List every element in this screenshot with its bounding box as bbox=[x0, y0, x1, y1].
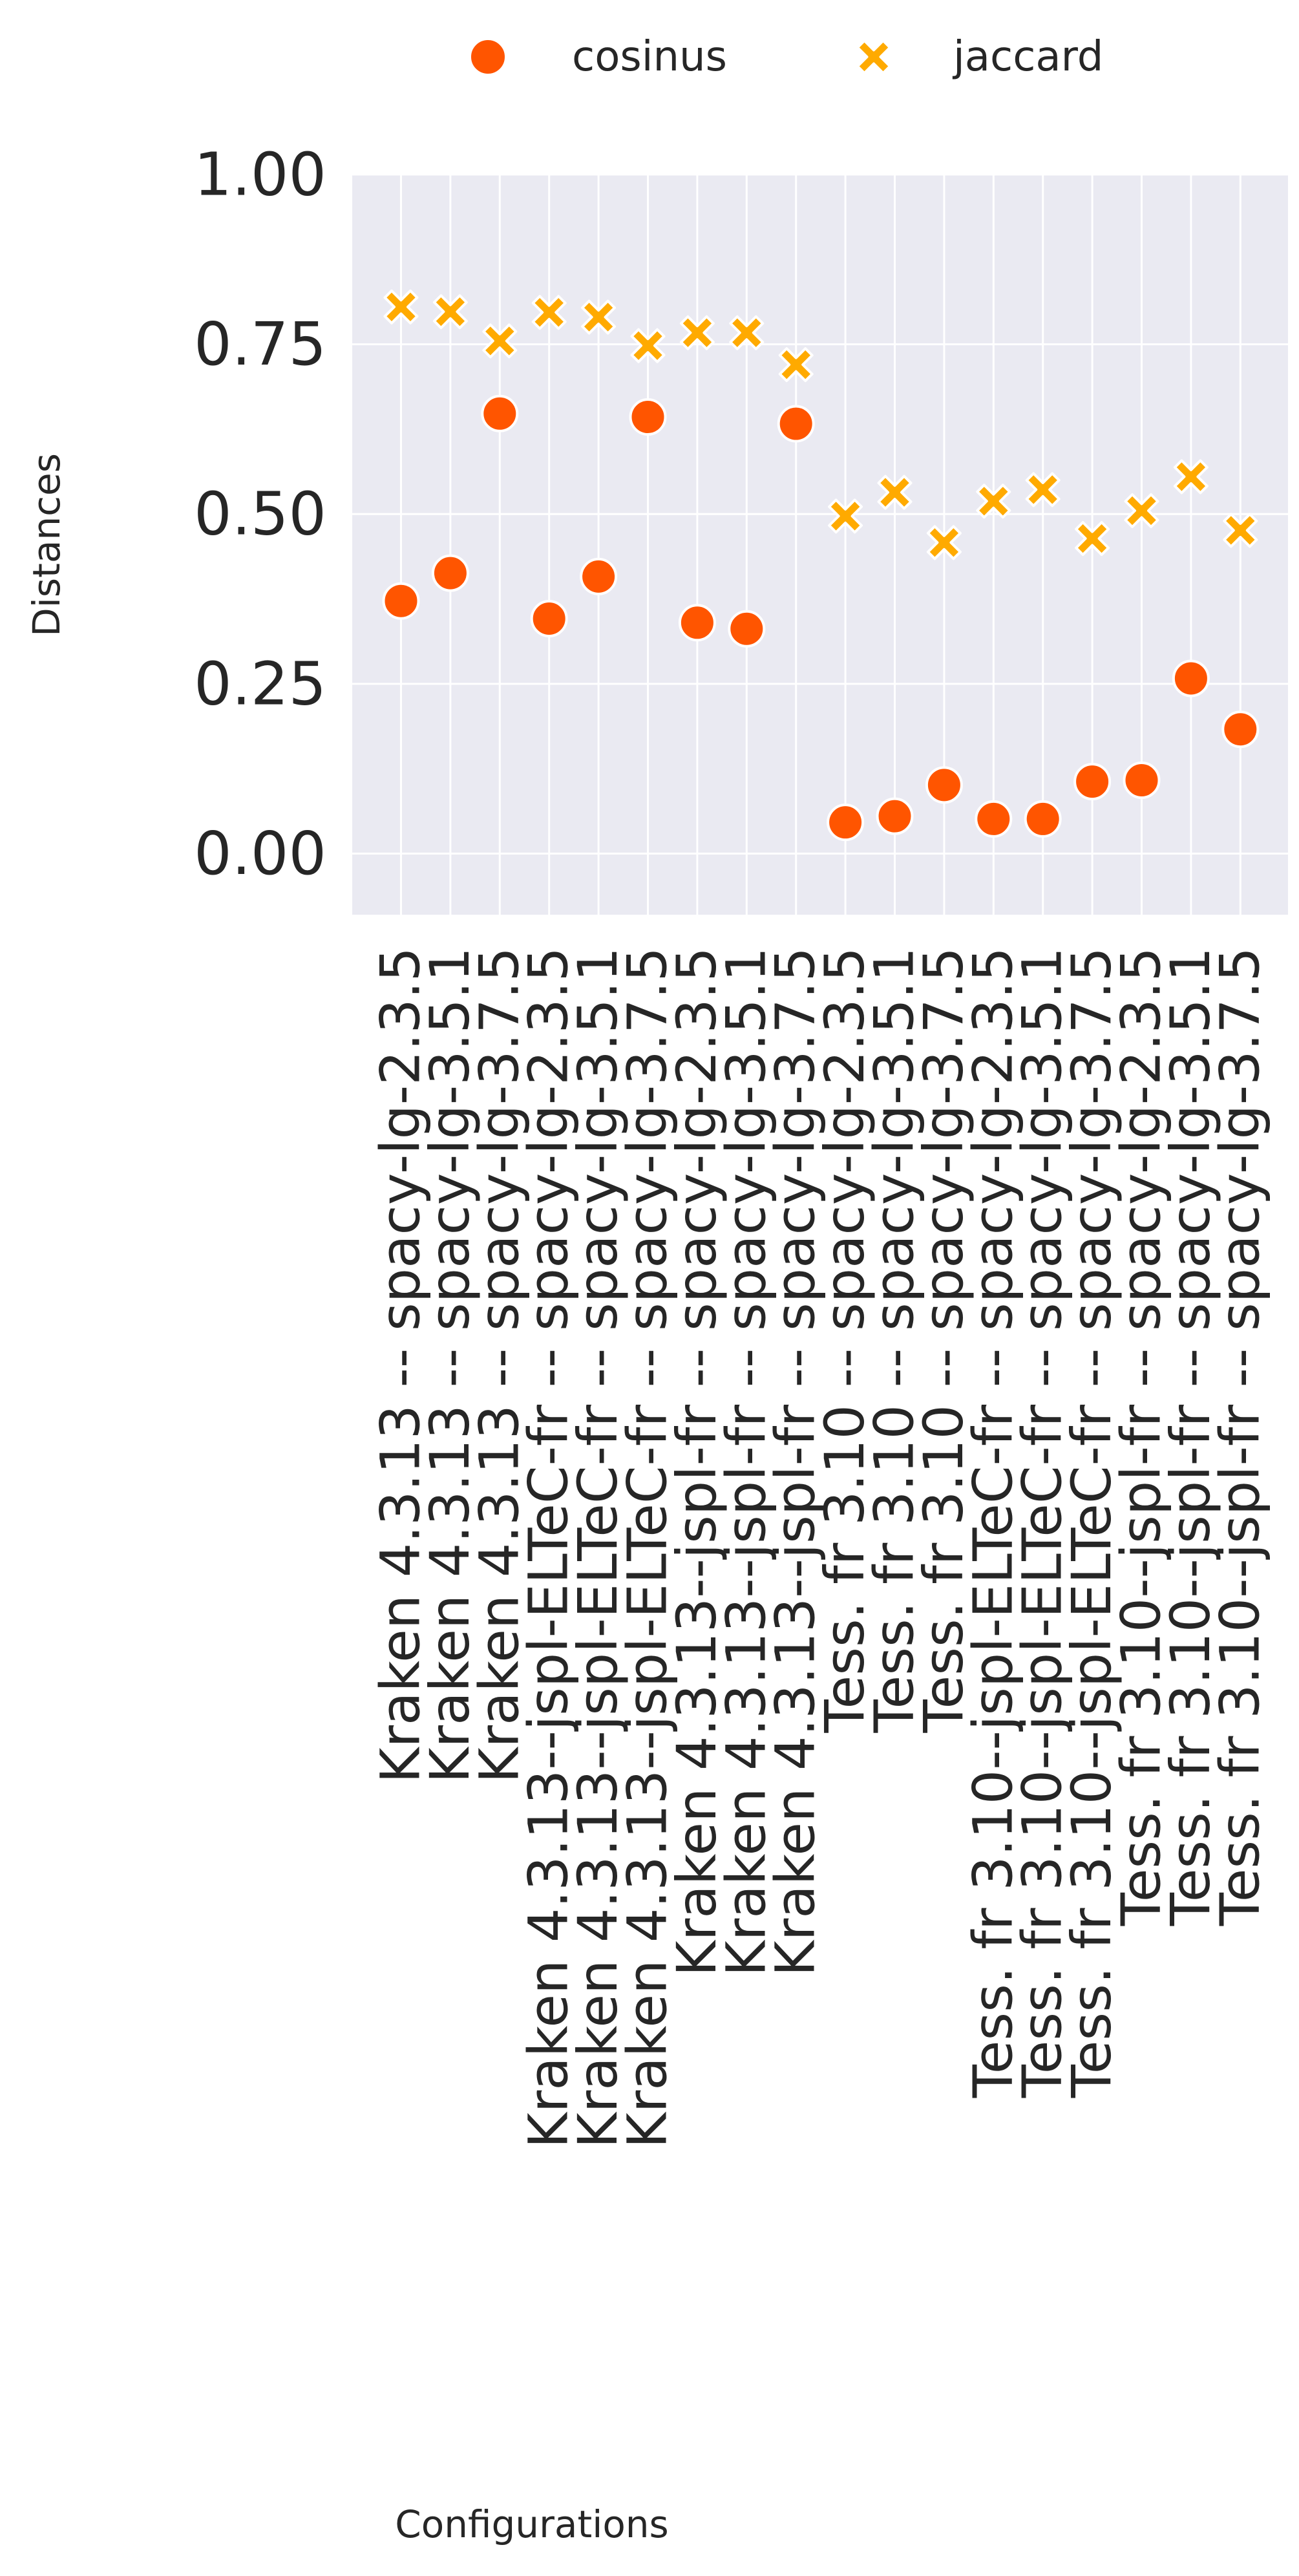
data-point-cosinus bbox=[1221, 710, 1260, 749]
legend-label-cosinus: cosinus bbox=[572, 33, 727, 81]
data-point-jaccard bbox=[877, 474, 913, 510]
data-point-cosinus bbox=[481, 394, 519, 432]
x-axis-label: Configurations bbox=[395, 2502, 669, 2546]
x-tick-label: Tess. fr 3.10 -- spacy-lg-3.7.5 bbox=[912, 947, 975, 1734]
grid bbox=[352, 173, 1288, 915]
y-tick-label: 1.00 bbox=[194, 140, 326, 209]
plot-background bbox=[352, 175, 1288, 915]
data-point-cosinus bbox=[1123, 761, 1161, 800]
data-point-cosinus bbox=[876, 797, 914, 835]
data-point-cosinus bbox=[1073, 763, 1112, 801]
series-jaccard bbox=[383, 289, 1258, 560]
data-point-jaccard bbox=[926, 525, 962, 560]
x-tick-label: Tess. fr 3.10--jspl-fr -- spacy-lg-2.3.5 bbox=[1110, 947, 1173, 1926]
y-tick-label: 0.50 bbox=[194, 480, 326, 549]
x-tick-label: Kraken 4.3.13--jspl-ELTeC-fr -- spacy-lg… bbox=[616, 947, 679, 2148]
x-tick-label: Kraken 4.3.13 -- spacy-lg-3.5.1 bbox=[418, 947, 481, 1783]
x-tick-label: Kraken 4.3.13--jspl-fr -- spacy-lg-3.5.1 bbox=[714, 947, 777, 1976]
x-tick-label: Kraken 4.3.13--jspl-fr -- spacy-lg-2.3.5 bbox=[665, 947, 728, 1976]
data-point-jaccard bbox=[482, 323, 518, 359]
y-axis-label: Distances bbox=[25, 453, 69, 637]
series-cosinus bbox=[382, 394, 1260, 842]
data-point-jaccard bbox=[976, 484, 1011, 519]
data-point-jaccard bbox=[1223, 513, 1258, 548]
legend-item-cosinus: cosinus bbox=[469, 33, 727, 81]
x-tick-label: Kraken 4.3.13--jspl-ELTeC-fr -- spacy-lg… bbox=[566, 947, 629, 2148]
data-point-jaccard bbox=[1025, 472, 1061, 507]
data-point-jaccard bbox=[630, 328, 666, 363]
y-tick-label: 0.75 bbox=[194, 310, 326, 379]
x-tick-label: Tess. fr 3.10--jspl-ELTeC-fr -- spacy-lg… bbox=[1011, 947, 1074, 2098]
data-point-cosinus bbox=[530, 600, 568, 637]
data-point-cosinus bbox=[580, 557, 618, 595]
legend-marker-cosinus bbox=[469, 37, 507, 76]
x-tick-label: Tess. fr 3.10--jspl-fr -- spacy-lg-3.7.5 bbox=[1208, 947, 1271, 1926]
data-point-jaccard bbox=[828, 498, 863, 534]
x-tick-label: Tess. fr 3.10--jspl-fr -- spacy-lg-3.5.1 bbox=[1159, 947, 1222, 1926]
data-point-cosinus bbox=[1024, 800, 1062, 838]
data-point-cosinus bbox=[925, 766, 963, 804]
legend-marker-jaccard bbox=[856, 39, 891, 74]
data-point-cosinus bbox=[382, 582, 420, 620]
x-tick-label: Tess. fr 3.10 -- spacy-lg-2.3.5 bbox=[813, 947, 876, 1733]
data-point-jaccard bbox=[1173, 459, 1209, 495]
data-point-jaccard bbox=[531, 295, 567, 330]
data-point-cosinus bbox=[629, 398, 667, 436]
data-point-jaccard bbox=[383, 289, 419, 325]
x-tick-label: Kraken 4.3.13 -- spacy-lg-2.3.5 bbox=[369, 947, 432, 1783]
x-tick-label: Kraken 4.3.13--jspl-fr -- spacy-lg-3.7.5 bbox=[764, 947, 827, 1976]
data-point-jaccard bbox=[778, 347, 814, 383]
data-point-jaccard bbox=[432, 294, 468, 330]
data-point-jaccard bbox=[729, 315, 765, 350]
data-points bbox=[382, 289, 1260, 842]
x-tick-label: Tess. fr 3.10--jspl-ELTeC-fr -- spacy-lg… bbox=[961, 947, 1024, 2098]
x-tick-label: Kraken 4.3.13 -- spacy-lg-3.7.5 bbox=[467, 947, 531, 1783]
data-point-cosinus bbox=[975, 800, 1013, 838]
data-point-jaccard bbox=[679, 315, 715, 350]
x-tick-label: Tess. fr 3.10--jspl-ELTeC-fr -- spacy-lg… bbox=[1060, 947, 1123, 2098]
data-point-cosinus bbox=[728, 610, 766, 648]
y-axis-ticks: 0.00 0.25 0.50 0.75 1.00 bbox=[194, 140, 326, 888]
data-point-jaccard bbox=[1075, 521, 1110, 557]
data-point-jaccard bbox=[581, 299, 617, 335]
data-point-cosinus bbox=[678, 604, 716, 642]
x-tick-label: Kraken 4.3.13--jspl-ELTeC-fr -- spacy-lg… bbox=[517, 947, 580, 2148]
data-point-cosinus bbox=[827, 804, 865, 842]
data-point-cosinus bbox=[1172, 659, 1210, 697]
data-point-jaccard bbox=[1124, 493, 1159, 528]
legend-label-jaccard: jaccard bbox=[952, 33, 1103, 81]
legend: cosinus jaccard bbox=[469, 33, 1103, 81]
legend-item-jaccard: jaccard bbox=[856, 33, 1103, 81]
x-tick-label: Tess. fr 3.10 -- spacy-lg-3.5.1 bbox=[863, 947, 926, 1734]
data-point-cosinus bbox=[431, 554, 469, 592]
y-tick-label: 0.25 bbox=[194, 649, 326, 718]
y-tick-label: 0.00 bbox=[194, 819, 326, 888]
data-point-cosinus bbox=[777, 405, 815, 443]
